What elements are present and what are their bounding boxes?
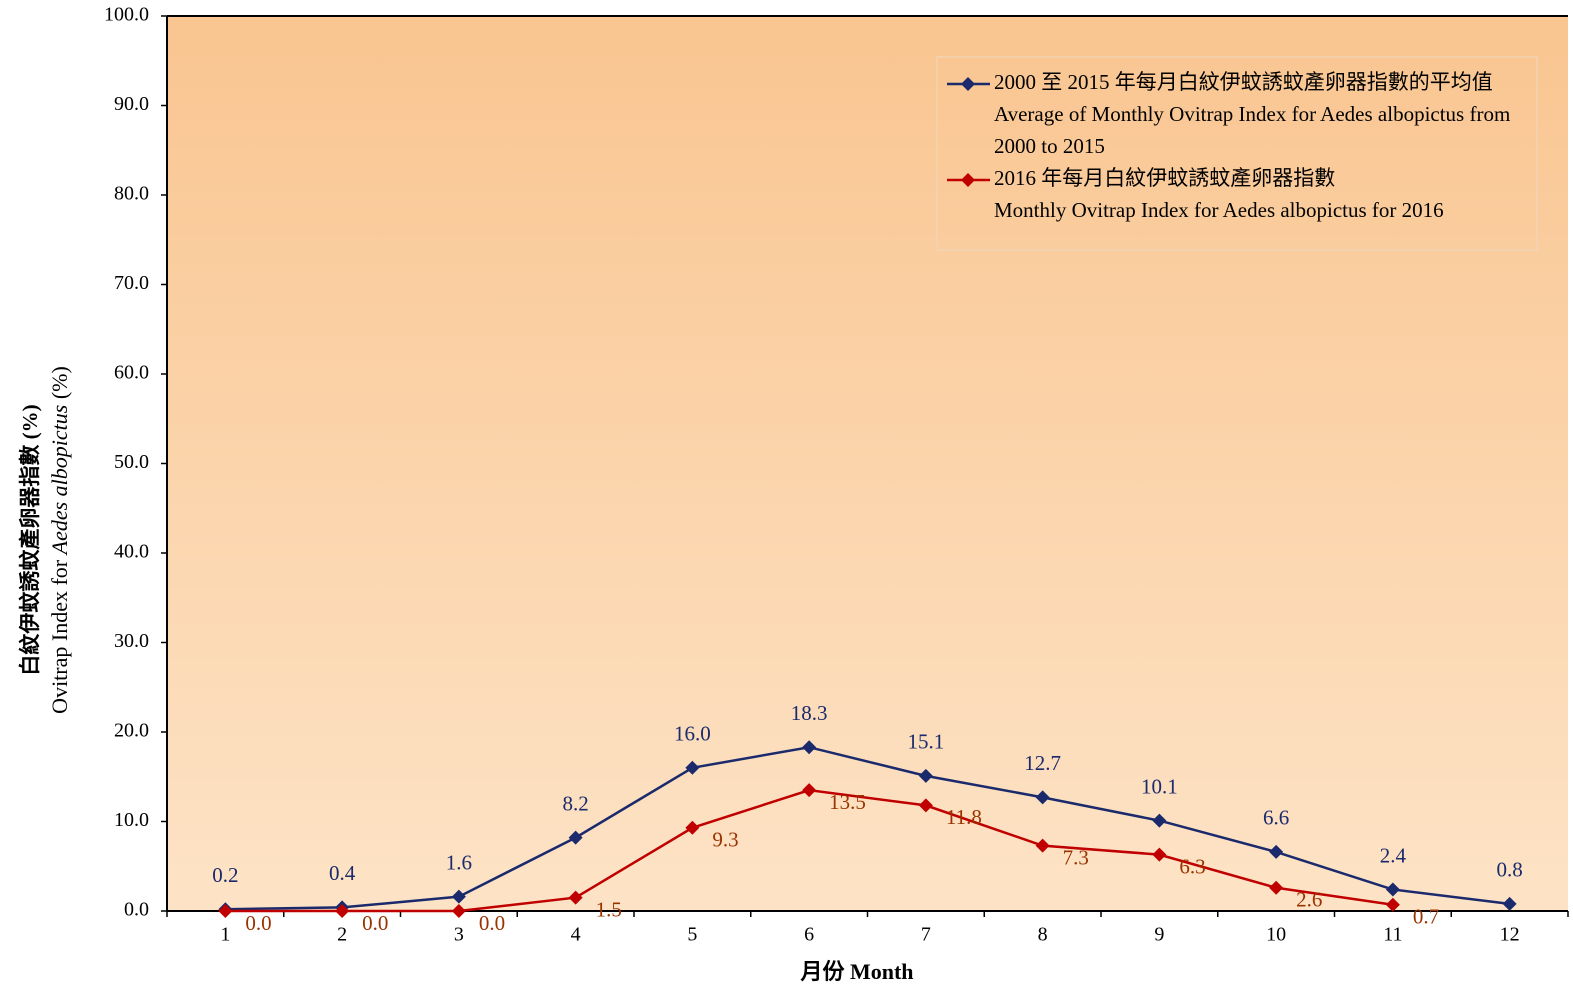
data-point xyxy=(1385,882,1400,897)
data-label: 1.5 xyxy=(596,897,622,921)
data-label: 15.1 xyxy=(908,730,945,754)
legend-marker xyxy=(961,173,975,187)
x-tick-label: 8 xyxy=(1038,924,1048,946)
data-point xyxy=(1035,838,1050,853)
x-tick-label: 5 xyxy=(687,924,697,946)
data-point xyxy=(1035,790,1050,805)
y-axis-title-part: (%) xyxy=(47,366,72,404)
x-tick-label: 1 xyxy=(220,924,230,946)
x-tick-label: 2 xyxy=(337,924,347,946)
data-label: 2.4 xyxy=(1380,843,1407,867)
y-tick-label: 20.0 xyxy=(114,720,149,742)
data-point xyxy=(1385,897,1400,912)
series-line xyxy=(225,745,1510,911)
y-axis-title: Ovitrap Index for Aedes albopictus (%) xyxy=(47,366,72,714)
data-label: 11.8 xyxy=(946,805,982,829)
y-tick-label: 50.0 xyxy=(114,451,149,473)
data-label: 0.0 xyxy=(479,911,505,935)
y-axis-title-part: Ovitrap Index for xyxy=(47,554,72,713)
legend-marker xyxy=(961,77,975,91)
y-tick-label: 60.0 xyxy=(114,362,149,384)
data-point xyxy=(568,890,583,905)
data-point xyxy=(568,830,583,845)
y-tick-label: 100.0 xyxy=(104,4,149,26)
data-point xyxy=(802,783,817,798)
data-point xyxy=(918,798,933,813)
data-point xyxy=(1152,847,1167,862)
data-label: 2.6 xyxy=(1296,888,1322,912)
data-point xyxy=(918,768,933,783)
y-tick-label: 90.0 xyxy=(114,93,149,115)
y-tick-label: 0.0 xyxy=(124,899,149,921)
data-label: 1.6 xyxy=(446,850,472,874)
data-label: 0.2 xyxy=(212,863,238,887)
data-label: 0.4 xyxy=(329,861,356,885)
data-label: 10.1 xyxy=(1141,774,1178,798)
x-tick-label: 10 xyxy=(1266,924,1286,946)
data-label: 7.3 xyxy=(1063,845,1089,869)
data-label: 9.3 xyxy=(712,828,738,852)
data-label: 12.7 xyxy=(1024,751,1061,775)
data-point xyxy=(685,820,700,835)
data-label: 0.0 xyxy=(245,911,271,935)
data-point xyxy=(451,904,466,918)
x-tick-label: 3 xyxy=(454,924,464,946)
data-point xyxy=(802,740,817,755)
y-tick-label: 80.0 xyxy=(114,183,149,205)
legend-label: 2016 年每月白紋伊蚊誘蚊產卵器指數 xyxy=(994,166,1335,190)
x-tick-label: 11 xyxy=(1383,924,1402,946)
x-tick-label: 6 xyxy=(804,924,814,946)
legend-box xyxy=(936,56,1538,251)
data-point xyxy=(451,889,466,904)
data-label: 16.0 xyxy=(674,722,711,746)
data-point xyxy=(1269,844,1284,859)
plot-area xyxy=(167,16,1568,911)
y-tick-label: 30.0 xyxy=(114,630,149,652)
data-label: 6.3 xyxy=(1179,854,1205,878)
y-tick-label: 40.0 xyxy=(114,541,149,563)
x-tick-label: 9 xyxy=(1154,924,1164,946)
data-label: 0.8 xyxy=(1497,858,1523,882)
data-point xyxy=(1152,813,1167,828)
data-label: 13.5 xyxy=(829,790,866,814)
x-tick-label: 7 xyxy=(921,924,931,946)
data-point xyxy=(1502,896,1517,911)
y-axis-title: 白紋伊蚊誘蚊產卵器指數 (%) xyxy=(18,404,42,675)
data-label: 18.3 xyxy=(791,701,828,725)
data-point xyxy=(218,904,233,918)
x-axis-title: 月份 Month xyxy=(799,959,913,984)
x-tick-label: 12 xyxy=(1500,924,1520,946)
legend-label: 2000 to 2015 xyxy=(994,134,1105,158)
y-axis-title-part: Aedes albopictus xyxy=(47,405,72,557)
data-label: 6.6 xyxy=(1263,806,1289,830)
data-label: 0.0 xyxy=(362,911,388,935)
data-point xyxy=(335,904,350,918)
data-point xyxy=(685,760,700,775)
y-tick-label: 10.0 xyxy=(114,809,149,831)
data-point xyxy=(1269,880,1284,895)
legend-label: 2000 至 2015 年每月白紋伊蚊誘蚊產卵器指數的平均值 xyxy=(994,70,1493,94)
data-label: 8.2 xyxy=(563,791,589,815)
legend-label: Average of Monthly Ovitrap Index for Aed… xyxy=(994,102,1510,126)
x-tick-label: 4 xyxy=(571,924,581,946)
y-tick-label: 70.0 xyxy=(114,272,149,294)
data-label: 0.7 xyxy=(1413,905,1439,929)
legend-label: Monthly Ovitrap Index for Aedes albopict… xyxy=(994,198,1444,222)
